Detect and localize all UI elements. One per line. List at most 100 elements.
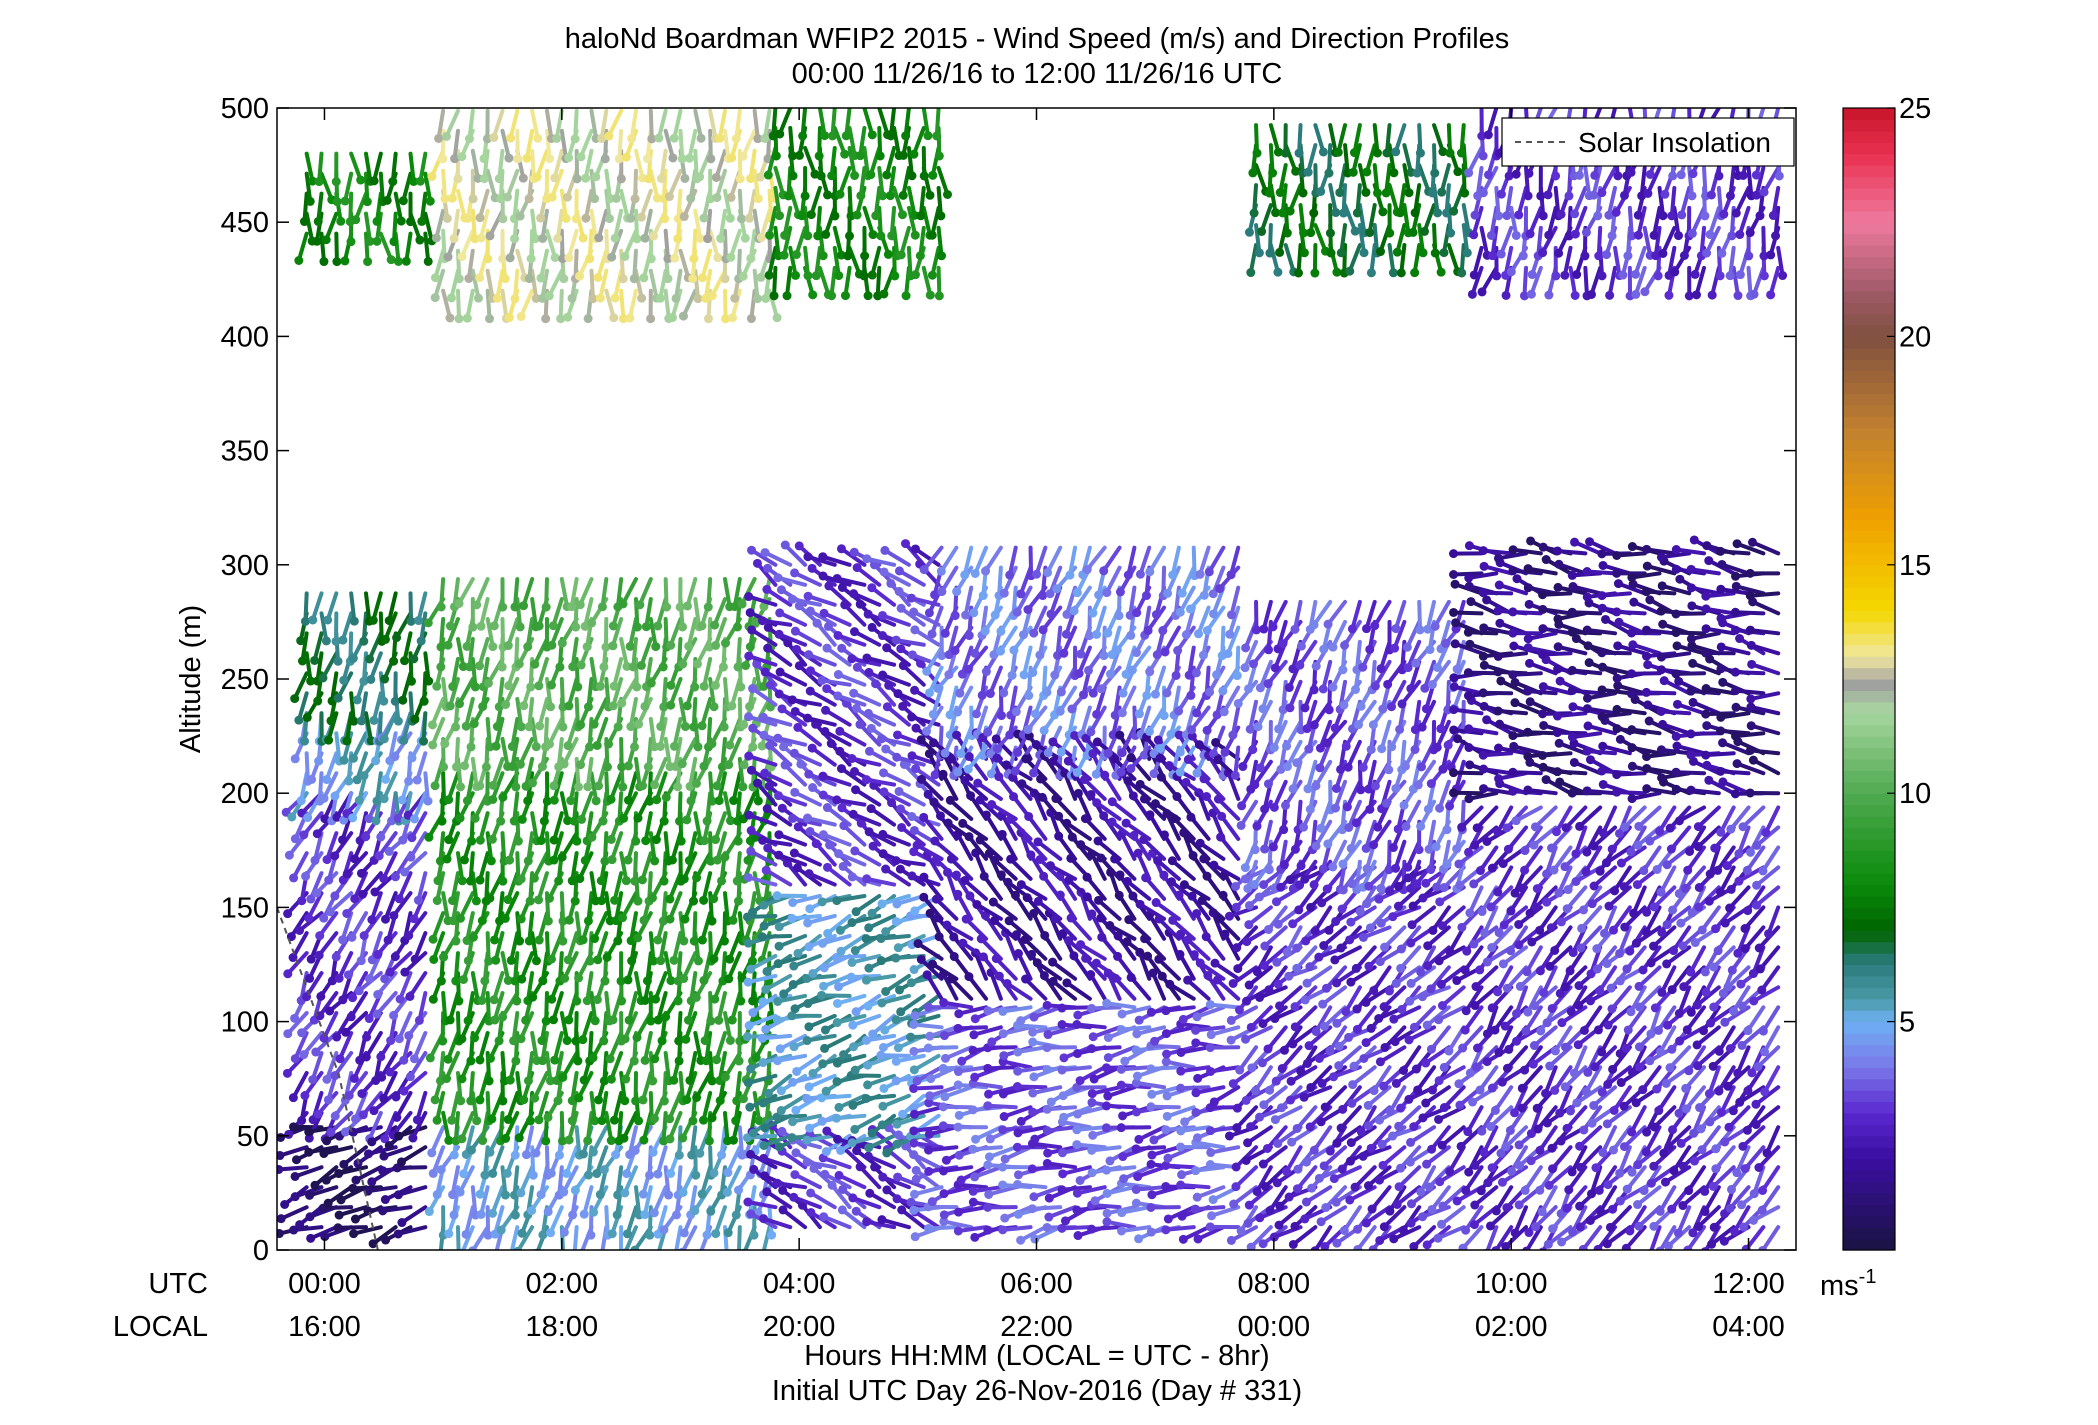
wind-barb-dot: [616, 1251, 625, 1260]
wind-barb-dot: [850, 1065, 860, 1075]
wind-barb-dot: [805, 666, 815, 676]
wind-barb-dot: [632, 234, 642, 244]
wind-barb-line: [766, 1073, 793, 1096]
wind-barb-dot: [932, 131, 942, 141]
wind-barb-dot: [300, 1091, 310, 1101]
wind-barb-dot: [740, 233, 750, 243]
wind-barb-dot: [526, 254, 536, 264]
wind-barb-line: [782, 225, 793, 258]
wind-barb-dot: [1030, 1134, 1040, 1144]
wind-barb-dot: [953, 1226, 963, 1236]
wind-barb-line: [994, 956, 1018, 981]
wind-barb-line: [1149, 1085, 1181, 1097]
wind-barb-dot: [404, 776, 414, 786]
wind-barb-dot: [720, 274, 730, 284]
wind-barb-dot: [1057, 1148, 1067, 1158]
wind-barb-line: [1058, 685, 1078, 714]
wind-barb-line: [591, 1185, 609, 1215]
wind-barb-line: [485, 931, 491, 964]
wind-barb-line: [913, 766, 941, 787]
wind-barb-line: [1119, 1065, 1152, 1072]
wind-barb-dot: [486, 856, 496, 866]
wind-barb-dot: [546, 680, 556, 690]
wind-barb-line: [589, 208, 598, 241]
wind-barb-dot: [596, 896, 606, 906]
wind-barb-dot: [507, 742, 517, 752]
wind-barb-dot: [513, 836, 523, 846]
wind-barb-dot: [818, 771, 828, 781]
wind-barb-dot: [626, 213, 636, 223]
wind-barb-line: [633, 168, 638, 201]
wind-barb-dot: [867, 583, 877, 593]
wind-barb-dot: [867, 270, 877, 280]
wind-barb-dot: [1131, 1144, 1141, 1154]
wind-barb-dot: [1099, 651, 1109, 661]
wind-barb-dot: [308, 615, 318, 625]
wind-barb-dot: [878, 1172, 888, 1182]
wind-barb-dot: [638, 781, 648, 791]
wind-barb-line: [1024, 836, 1048, 861]
wind-barb-dot: [443, 252, 453, 262]
wind-barb-line: [820, 774, 852, 787]
wind-barb-dot: [1042, 1104, 1052, 1114]
wind-barb-line: [325, 831, 339, 862]
wind-barb-line: [582, 1185, 594, 1217]
wind-barb-line: [906, 185, 917, 218]
wind-barb-dot: [623, 975, 633, 985]
wind-barb-dot: [1042, 1064, 1052, 1074]
wind-barb-dot: [849, 589, 859, 599]
wind-barb-dot: [1099, 566, 1109, 576]
wind-barb-line: [600, 577, 609, 609]
wind-barb-dot: [752, 659, 762, 669]
wind-barb-dot: [678, 622, 688, 632]
wind-barb-line: [762, 913, 793, 928]
wind-barb-dot: [571, 1036, 581, 1046]
wind-barb-line: [1088, 705, 1107, 734]
wind-barb-dot: [1131, 1198, 1141, 1208]
wind-barb-dot: [1110, 754, 1120, 764]
wind-barb-dot: [379, 873, 389, 883]
wind-barb-line: [1079, 705, 1092, 737]
wind-barb-dot: [863, 1060, 873, 1070]
wind-barb-line: [619, 188, 630, 221]
wind-barb-dot: [738, 1094, 748, 1104]
wind-barb-dot: [692, 873, 702, 883]
wind-barb-line: [566, 716, 579, 748]
wind-barb-dot: [689, 722, 699, 732]
wind-barb-dot: [1076, 940, 1086, 950]
wind-barb-dot: [428, 1168, 438, 1178]
wind-barb-dot: [1096, 853, 1106, 863]
wind-barb-dot: [748, 1008, 758, 1018]
wind-barb-line: [898, 993, 926, 1014]
wind-barb-dot: [999, 1051, 1009, 1061]
wind-barb-line: [892, 125, 902, 158]
wind-barb-dot: [1059, 1112, 1069, 1122]
wind-barb-line: [840, 1207, 867, 1230]
wind-barb-line: [1061, 625, 1078, 656]
wind-barb-line: [998, 625, 1018, 654]
wind-barb-dot: [763, 1088, 773, 1098]
wind-barb-dot: [818, 251, 828, 261]
wind-barb-dot: [459, 974, 469, 984]
wind-barb-line: [1023, 977, 1048, 1001]
wind-barb-line: [341, 1145, 369, 1167]
wind-barb-dot: [397, 1157, 407, 1167]
wind-barb-dot: [909, 1084, 919, 1094]
wind-barb-line: [716, 991, 727, 1023]
wind-barb-line: [530, 931, 539, 963]
wind-barb-dot: [586, 1230, 596, 1240]
wind-barb-line: [997, 565, 1003, 598]
wind-barb-line: [745, 1133, 778, 1140]
wind-barb-dot: [372, 236, 382, 246]
wind-barb-dot: [449, 1210, 459, 1220]
wind-barb-line: [1134, 1080, 1167, 1090]
wind-barb-line: [708, 128, 713, 161]
wind-barb-line: [470, 208, 477, 241]
wind-barb-line: [381, 1145, 413, 1159]
wind-barb-dot: [983, 1101, 993, 1111]
wind-barb-line: [1119, 1225, 1152, 1233]
wind-barb-line: [1030, 1085, 1063, 1096]
wind-barb-dot: [678, 311, 688, 321]
wind-barb-line: [790, 697, 822, 707]
wind-barb-dot: [939, 998, 949, 1008]
